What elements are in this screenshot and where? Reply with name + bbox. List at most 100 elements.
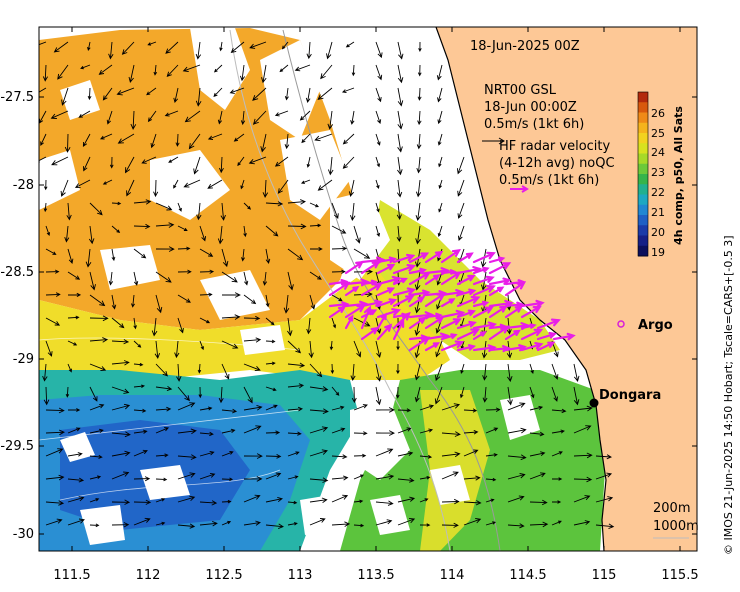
- model-vector: [67, 363, 72, 373]
- model-vector: [418, 41, 422, 53]
- model-vector: [441, 431, 461, 437]
- model-vector: [375, 474, 395, 480]
- hf-vector: [424, 274, 441, 286]
- model-vector: [175, 133, 180, 147]
- model-vector: [353, 248, 371, 259]
- hf-vector: [440, 271, 462, 286]
- y-tick-label: -29: [13, 352, 34, 367]
- model-vector: [375, 64, 383, 81]
- model-vector: [375, 519, 393, 526]
- hf-vector: [456, 252, 474, 264]
- model-vector: [375, 202, 380, 213]
- hf-vector: [392, 264, 417, 275]
- x-tick-label: 111.5: [53, 568, 90, 583]
- model-vector: [441, 522, 459, 528]
- model-vector: [199, 248, 214, 257]
- model-vector: [67, 452, 83, 457]
- model-vector: [573, 425, 592, 434]
- model-vector: [252, 110, 267, 125]
- model-vector: [218, 156, 224, 174]
- model-vector: [155, 406, 172, 412]
- hf-vector: [488, 325, 510, 341]
- model-vector: [287, 362, 306, 368]
- hf-vector: [424, 342, 441, 352]
- model-vector: [265, 386, 277, 392]
- hf-vector: [488, 277, 512, 286]
- model-vector: [199, 431, 214, 437]
- model-vector: [375, 87, 382, 103]
- model-vector: [111, 317, 125, 329]
- model-vector: [199, 406, 213, 411]
- y-tick-label: -28.5: [0, 265, 34, 280]
- model-vector: [67, 477, 85, 483]
- model-vector: [308, 340, 314, 359]
- model-vector: [529, 363, 534, 375]
- model-vector: [265, 523, 284, 530]
- hf-vector: [408, 271, 431, 286]
- model-vector: [219, 41, 223, 52]
- hf-vector: [472, 266, 490, 275]
- hf-vector: [520, 323, 537, 330]
- colorbar-swatch: [638, 112, 648, 124]
- model-vector: [40, 133, 47, 147]
- model-vector: [199, 340, 204, 351]
- model-vector: [262, 179, 269, 198]
- model-vector: [463, 500, 482, 506]
- model-vector: [419, 404, 435, 411]
- hf-vector: [408, 252, 430, 264]
- model-vector: [595, 496, 614, 503]
- model-vector: [415, 179, 422, 198]
- model-vector: [213, 64, 223, 73]
- model-vector: [331, 317, 337, 329]
- model-vector: [173, 179, 179, 189]
- model-vector: [111, 360, 130, 366]
- model-vector: [207, 133, 223, 140]
- model-vector: [221, 314, 241, 320]
- model-vector: [485, 477, 497, 482]
- hf-vector: [392, 253, 416, 264]
- hf-radar-avg: (4-12h avg) noQC: [499, 156, 615, 171]
- dongara-label: Dongara: [599, 388, 661, 403]
- model-vector: [284, 133, 290, 150]
- model-vector: [67, 340, 78, 346]
- model-vector: [193, 156, 201, 175]
- model-vector: [283, 294, 290, 314]
- model-vector: [595, 523, 615, 530]
- model-vector: [184, 110, 201, 123]
- hf-vector: [376, 256, 398, 264]
- hf-vector: [472, 251, 496, 264]
- hf-vector: [360, 260, 381, 275]
- model-vector: [50, 110, 69, 119]
- model-vector: [417, 87, 422, 101]
- model-vector: [43, 202, 48, 213]
- model-vector: [397, 496, 416, 503]
- model-vector: [126, 179, 135, 197]
- model-vector: [353, 453, 367, 458]
- model-vector: [89, 202, 103, 216]
- model-vector: [434, 386, 443, 405]
- model-vector: [265, 454, 282, 459]
- model-vector: [309, 518, 326, 526]
- model-vector: [133, 317, 137, 330]
- colorbar-tick: 23: [651, 166, 665, 179]
- model-vector: [82, 133, 91, 147]
- hf-vector: [504, 305, 524, 319]
- model-vector: [460, 363, 465, 374]
- model-vector: [199, 472, 216, 480]
- plot-frame: [38, 26, 698, 552]
- model-vector: [248, 156, 267, 165]
- model-vector: [243, 520, 261, 526]
- hf-vector: [344, 260, 364, 275]
- model-vector: [317, 179, 333, 191]
- x-tick-label: 114.5: [509, 568, 546, 583]
- model-vector: [397, 87, 404, 107]
- model-vector: [221, 271, 238, 283]
- colorbar-tick: 20: [651, 226, 665, 239]
- model-vector: [350, 110, 355, 125]
- model-vector: [249, 41, 267, 49]
- colorbar-swatch: [638, 92, 648, 103]
- model-vector: [177, 202, 182, 212]
- model-vector: [53, 41, 69, 53]
- model-vector: [183, 179, 201, 188]
- hf-vector: [520, 342, 544, 352]
